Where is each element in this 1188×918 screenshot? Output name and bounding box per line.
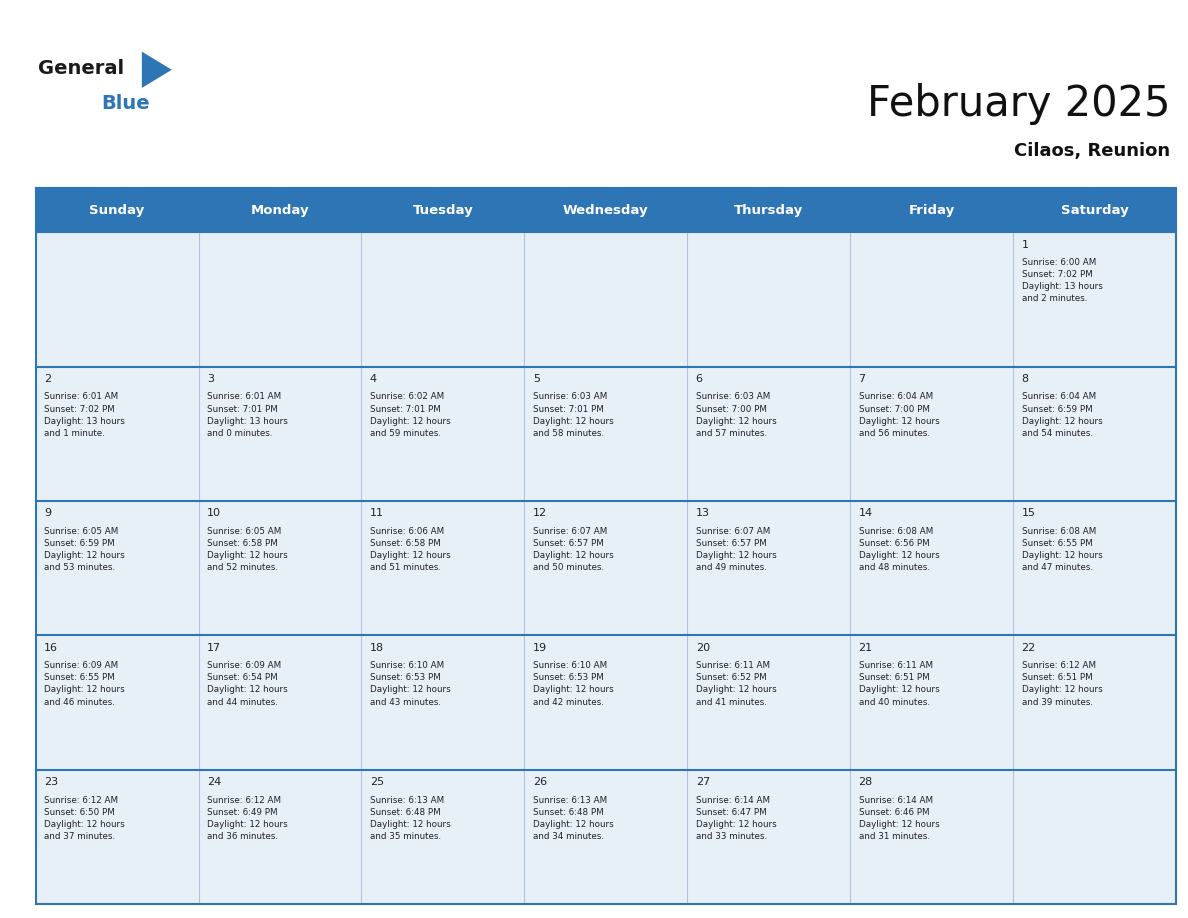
Text: Sunrise: 6:06 AM
Sunset: 6:58 PM
Daylight: 12 hours
and 51 minutes.: Sunrise: 6:06 AM Sunset: 6:58 PM Dayligh…	[369, 527, 450, 572]
Text: 26: 26	[532, 778, 546, 787]
Text: Sunrise: 6:10 AM
Sunset: 6:53 PM
Daylight: 12 hours
and 42 minutes.: Sunrise: 6:10 AM Sunset: 6:53 PM Dayligh…	[532, 661, 613, 707]
Text: 18: 18	[369, 643, 384, 653]
Text: 10: 10	[207, 509, 221, 519]
Text: Sunrise: 6:05 AM
Sunset: 6:59 PM
Daylight: 12 hours
and 53 minutes.: Sunrise: 6:05 AM Sunset: 6:59 PM Dayligh…	[44, 527, 125, 572]
Text: Wednesday: Wednesday	[563, 204, 649, 217]
Text: 5: 5	[532, 374, 539, 384]
Text: Sunrise: 6:12 AM
Sunset: 6:50 PM
Daylight: 12 hours
and 37 minutes.: Sunrise: 6:12 AM Sunset: 6:50 PM Dayligh…	[44, 796, 125, 841]
Text: 11: 11	[369, 509, 384, 519]
Text: Sunrise: 6:00 AM
Sunset: 7:02 PM
Daylight: 13 hours
and 2 minutes.: Sunrise: 6:00 AM Sunset: 7:02 PM Dayligh…	[1022, 258, 1102, 304]
Text: 28: 28	[859, 778, 873, 787]
Text: Sunrise: 6:11 AM
Sunset: 6:51 PM
Daylight: 12 hours
and 40 minutes.: Sunrise: 6:11 AM Sunset: 6:51 PM Dayligh…	[859, 661, 940, 707]
Text: 1: 1	[1022, 240, 1029, 250]
Text: February 2025: February 2025	[867, 83, 1170, 125]
Text: 14: 14	[859, 509, 873, 519]
Text: Blue: Blue	[101, 95, 150, 113]
Text: Friday: Friday	[909, 204, 955, 217]
Text: Sunrise: 6:01 AM
Sunset: 7:02 PM
Daylight: 13 hours
and 1 minute.: Sunrise: 6:01 AM Sunset: 7:02 PM Dayligh…	[44, 392, 125, 438]
Text: 21: 21	[859, 643, 873, 653]
Text: 22: 22	[1022, 643, 1036, 653]
Text: 9: 9	[44, 509, 51, 519]
Text: Sunrise: 6:08 AM
Sunset: 6:55 PM
Daylight: 12 hours
and 47 minutes.: Sunrise: 6:08 AM Sunset: 6:55 PM Dayligh…	[1022, 527, 1102, 572]
Text: 7: 7	[859, 374, 866, 384]
Text: Sunrise: 6:14 AM
Sunset: 6:47 PM
Daylight: 12 hours
and 33 minutes.: Sunrise: 6:14 AM Sunset: 6:47 PM Dayligh…	[696, 796, 777, 841]
Text: Sunrise: 6:05 AM
Sunset: 6:58 PM
Daylight: 12 hours
and 52 minutes.: Sunrise: 6:05 AM Sunset: 6:58 PM Dayligh…	[207, 527, 287, 572]
Text: 12: 12	[532, 509, 546, 519]
Text: 25: 25	[369, 778, 384, 787]
Text: 16: 16	[44, 643, 58, 653]
Text: 24: 24	[207, 778, 221, 787]
Text: 6: 6	[696, 374, 702, 384]
Text: Sunrise: 6:04 AM
Sunset: 7:00 PM
Daylight: 12 hours
and 56 minutes.: Sunrise: 6:04 AM Sunset: 7:00 PM Dayligh…	[859, 392, 940, 438]
Text: Sunrise: 6:13 AM
Sunset: 6:48 PM
Daylight: 12 hours
and 35 minutes.: Sunrise: 6:13 AM Sunset: 6:48 PM Dayligh…	[369, 796, 450, 841]
Text: Sunrise: 6:12 AM
Sunset: 6:49 PM
Daylight: 12 hours
and 36 minutes.: Sunrise: 6:12 AM Sunset: 6:49 PM Dayligh…	[207, 796, 287, 841]
Text: 20: 20	[696, 643, 709, 653]
Text: Sunrise: 6:02 AM
Sunset: 7:01 PM
Daylight: 12 hours
and 59 minutes.: Sunrise: 6:02 AM Sunset: 7:01 PM Dayligh…	[369, 392, 450, 438]
Text: Sunrise: 6:13 AM
Sunset: 6:48 PM
Daylight: 12 hours
and 34 minutes.: Sunrise: 6:13 AM Sunset: 6:48 PM Dayligh…	[532, 796, 613, 841]
Text: Monday: Monday	[251, 204, 309, 217]
Text: Thursday: Thursday	[734, 204, 803, 217]
Text: 3: 3	[207, 374, 214, 384]
Text: General: General	[38, 60, 124, 78]
Text: Sunrise: 6:07 AM
Sunset: 6:57 PM
Daylight: 12 hours
and 50 minutes.: Sunrise: 6:07 AM Sunset: 6:57 PM Dayligh…	[532, 527, 613, 572]
Text: Sunrise: 6:14 AM
Sunset: 6:46 PM
Daylight: 12 hours
and 31 minutes.: Sunrise: 6:14 AM Sunset: 6:46 PM Dayligh…	[859, 796, 940, 841]
Text: 23: 23	[44, 778, 58, 787]
Text: Sunrise: 6:04 AM
Sunset: 6:59 PM
Daylight: 12 hours
and 54 minutes.: Sunrise: 6:04 AM Sunset: 6:59 PM Dayligh…	[1022, 392, 1102, 438]
Text: Sunrise: 6:10 AM
Sunset: 6:53 PM
Daylight: 12 hours
and 43 minutes.: Sunrise: 6:10 AM Sunset: 6:53 PM Dayligh…	[369, 661, 450, 707]
Text: Sunrise: 6:12 AM
Sunset: 6:51 PM
Daylight: 12 hours
and 39 minutes.: Sunrise: 6:12 AM Sunset: 6:51 PM Dayligh…	[1022, 661, 1102, 707]
Polygon shape	[141, 51, 172, 88]
Text: Sunrise: 6:01 AM
Sunset: 7:01 PM
Daylight: 13 hours
and 0 minutes.: Sunrise: 6:01 AM Sunset: 7:01 PM Dayligh…	[207, 392, 287, 438]
Text: Sunrise: 6:03 AM
Sunset: 7:00 PM
Daylight: 12 hours
and 57 minutes.: Sunrise: 6:03 AM Sunset: 7:00 PM Dayligh…	[696, 392, 777, 438]
Text: Sunrise: 6:11 AM
Sunset: 6:52 PM
Daylight: 12 hours
and 41 minutes.: Sunrise: 6:11 AM Sunset: 6:52 PM Dayligh…	[696, 661, 777, 707]
Text: 19: 19	[532, 643, 546, 653]
Text: Saturday: Saturday	[1061, 204, 1129, 217]
Text: 8: 8	[1022, 374, 1029, 384]
Text: Sunrise: 6:08 AM
Sunset: 6:56 PM
Daylight: 12 hours
and 48 minutes.: Sunrise: 6:08 AM Sunset: 6:56 PM Dayligh…	[859, 527, 940, 572]
Text: 17: 17	[207, 643, 221, 653]
Text: 15: 15	[1022, 509, 1036, 519]
Text: Sunrise: 6:09 AM
Sunset: 6:54 PM
Daylight: 12 hours
and 44 minutes.: Sunrise: 6:09 AM Sunset: 6:54 PM Dayligh…	[207, 661, 287, 707]
Text: Cilaos, Reunion: Cilaos, Reunion	[1015, 142, 1170, 161]
Text: Sunrise: 6:09 AM
Sunset: 6:55 PM
Daylight: 12 hours
and 46 minutes.: Sunrise: 6:09 AM Sunset: 6:55 PM Dayligh…	[44, 661, 125, 707]
Text: 2: 2	[44, 374, 51, 384]
Text: 13: 13	[696, 509, 709, 519]
Text: Sunrise: 6:07 AM
Sunset: 6:57 PM
Daylight: 12 hours
and 49 minutes.: Sunrise: 6:07 AM Sunset: 6:57 PM Dayligh…	[696, 527, 777, 572]
Text: 4: 4	[369, 374, 377, 384]
Text: Sunrise: 6:03 AM
Sunset: 7:01 PM
Daylight: 12 hours
and 58 minutes.: Sunrise: 6:03 AM Sunset: 7:01 PM Dayligh…	[532, 392, 613, 438]
Text: 27: 27	[696, 778, 710, 787]
Text: Sunday: Sunday	[89, 204, 145, 217]
Text: Tuesday: Tuesday	[412, 204, 473, 217]
